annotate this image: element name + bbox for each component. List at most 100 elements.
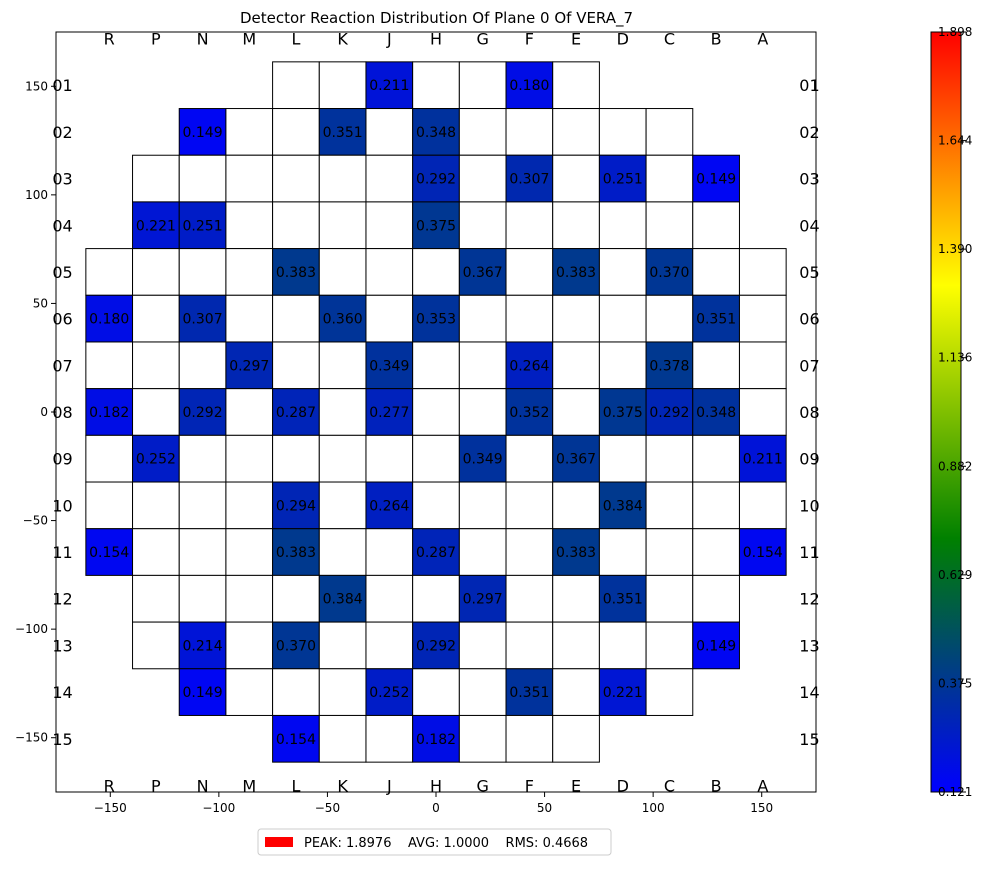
column-label: J	[386, 776, 392, 795]
column-label: E	[571, 30, 581, 49]
cell-B03	[692, 154, 740, 203]
cell-E03	[552, 154, 600, 203]
column-label: C	[664, 30, 675, 49]
cell-D02	[598, 108, 647, 156]
column-label: A	[757, 30, 768, 49]
cell-value-label: 0.349	[463, 452, 503, 468]
cell-M03	[225, 154, 274, 203]
cell-value-label: 0.378	[649, 358, 689, 374]
cell-K01	[318, 61, 367, 110]
colorbar-tick-label: 1.136	[938, 351, 972, 365]
cell-N08	[178, 388, 227, 436]
cell-A07	[738, 341, 787, 390]
cell-F12	[505, 574, 554, 623]
cell-R08	[85, 388, 134, 436]
cell-value-label: 0.292	[183, 405, 223, 421]
cell-L03	[272, 154, 320, 203]
cell-value-label: 0.353	[416, 312, 456, 328]
cell-value-label: 0.294	[276, 498, 316, 514]
cell-P05	[132, 248, 180, 296]
colorbar-tick-label: 0.882	[938, 459, 972, 473]
cell-B12	[692, 574, 740, 623]
column-label: N	[197, 776, 209, 795]
colorbar-tick-label: 0.375	[938, 676, 972, 690]
column-label: B	[711, 30, 722, 49]
cell-L07	[272, 341, 320, 390]
cell-G04	[458, 201, 507, 250]
row-label: 15	[52, 730, 72, 749]
cell-value-label: 0.292	[416, 172, 456, 188]
cell-J09	[365, 434, 414, 483]
y-tick-label: 0	[40, 405, 48, 419]
row-label: 11	[799, 543, 819, 562]
column-label: K	[337, 776, 348, 795]
cell-P06	[132, 294, 180, 343]
cell-L15	[272, 714, 320, 763]
cell-M06	[225, 294, 274, 343]
y-tick-label: 100	[25, 188, 48, 202]
colorbar-ticks: 1.898 1.644 1.390 1.136 0.882 0.629 0.375 0.121	[938, 25, 972, 799]
cell-N09	[178, 434, 227, 483]
cell-C03	[645, 154, 694, 203]
cell-N07	[178, 341, 227, 390]
cell-value-label: 0.287	[276, 405, 316, 421]
cell-M11	[225, 528, 274, 576]
cell-L01	[272, 61, 320, 110]
cell-F04	[505, 201, 554, 250]
cell-value-label: 0.252	[136, 452, 176, 468]
cell-B10	[692, 481, 740, 530]
x-tick-label: −100	[202, 801, 235, 815]
cell-J06	[365, 294, 414, 343]
cell-A11	[738, 528, 787, 576]
cell-K15	[318, 714, 367, 763]
cell-H09	[412, 434, 460, 483]
cell-value-label: 0.370	[276, 638, 316, 654]
cell-L06	[272, 294, 320, 343]
cell-B13	[692, 621, 740, 670]
cell-value-label: 0.180	[509, 78, 549, 94]
cell-value-label: 0.277	[369, 405, 409, 421]
cell-F03	[505, 154, 554, 203]
cell-value-label: 0.211	[743, 452, 783, 468]
cell-E05	[552, 248, 600, 296]
cell-E10	[552, 481, 600, 530]
column-label: K	[337, 30, 348, 49]
cell-M12	[225, 574, 274, 623]
colorbar-tick-label: 1.644	[938, 134, 972, 148]
cell-E06	[552, 294, 600, 343]
cell-value-label: 0.149	[183, 125, 223, 141]
cell-E11	[552, 528, 600, 576]
row-label: 10	[799, 496, 819, 515]
column-label: J	[386, 30, 392, 49]
cell-P13	[132, 621, 180, 670]
cell-M04	[225, 201, 274, 250]
cell-N03	[178, 154, 227, 203]
legend-swatch	[265, 837, 293, 847]
cell-E01	[552, 61, 600, 110]
cell-C08	[645, 388, 694, 436]
cell-N05	[178, 248, 227, 296]
cell-N10	[178, 481, 227, 530]
x-tick-label: −150	[94, 801, 127, 815]
cell-F09	[505, 434, 554, 483]
row-label: 08	[799, 403, 819, 422]
cell-J10	[365, 481, 414, 530]
cell-N12	[178, 574, 227, 623]
row-label: 05	[799, 263, 819, 282]
column-label: P	[151, 776, 161, 795]
cell-P12	[132, 574, 180, 623]
row-label: 15	[799, 730, 819, 749]
row-label: 12	[799, 590, 819, 609]
cell-D10	[598, 481, 647, 530]
legend: PEAK: 1.8976 AVG: 1.0000 RMS: 0.4668	[257, 828, 612, 856]
cell-J05	[365, 248, 414, 296]
cell-value-label: 0.352	[509, 405, 549, 421]
cell-H15	[412, 714, 460, 763]
x-tick-label: 0	[432, 801, 440, 815]
cell-N11	[178, 528, 227, 576]
cell-value-label: 0.287	[416, 545, 456, 561]
cell-value-label: 0.348	[416, 125, 456, 141]
cell-R07	[85, 341, 134, 390]
cell-value-label: 0.307	[509, 172, 549, 188]
